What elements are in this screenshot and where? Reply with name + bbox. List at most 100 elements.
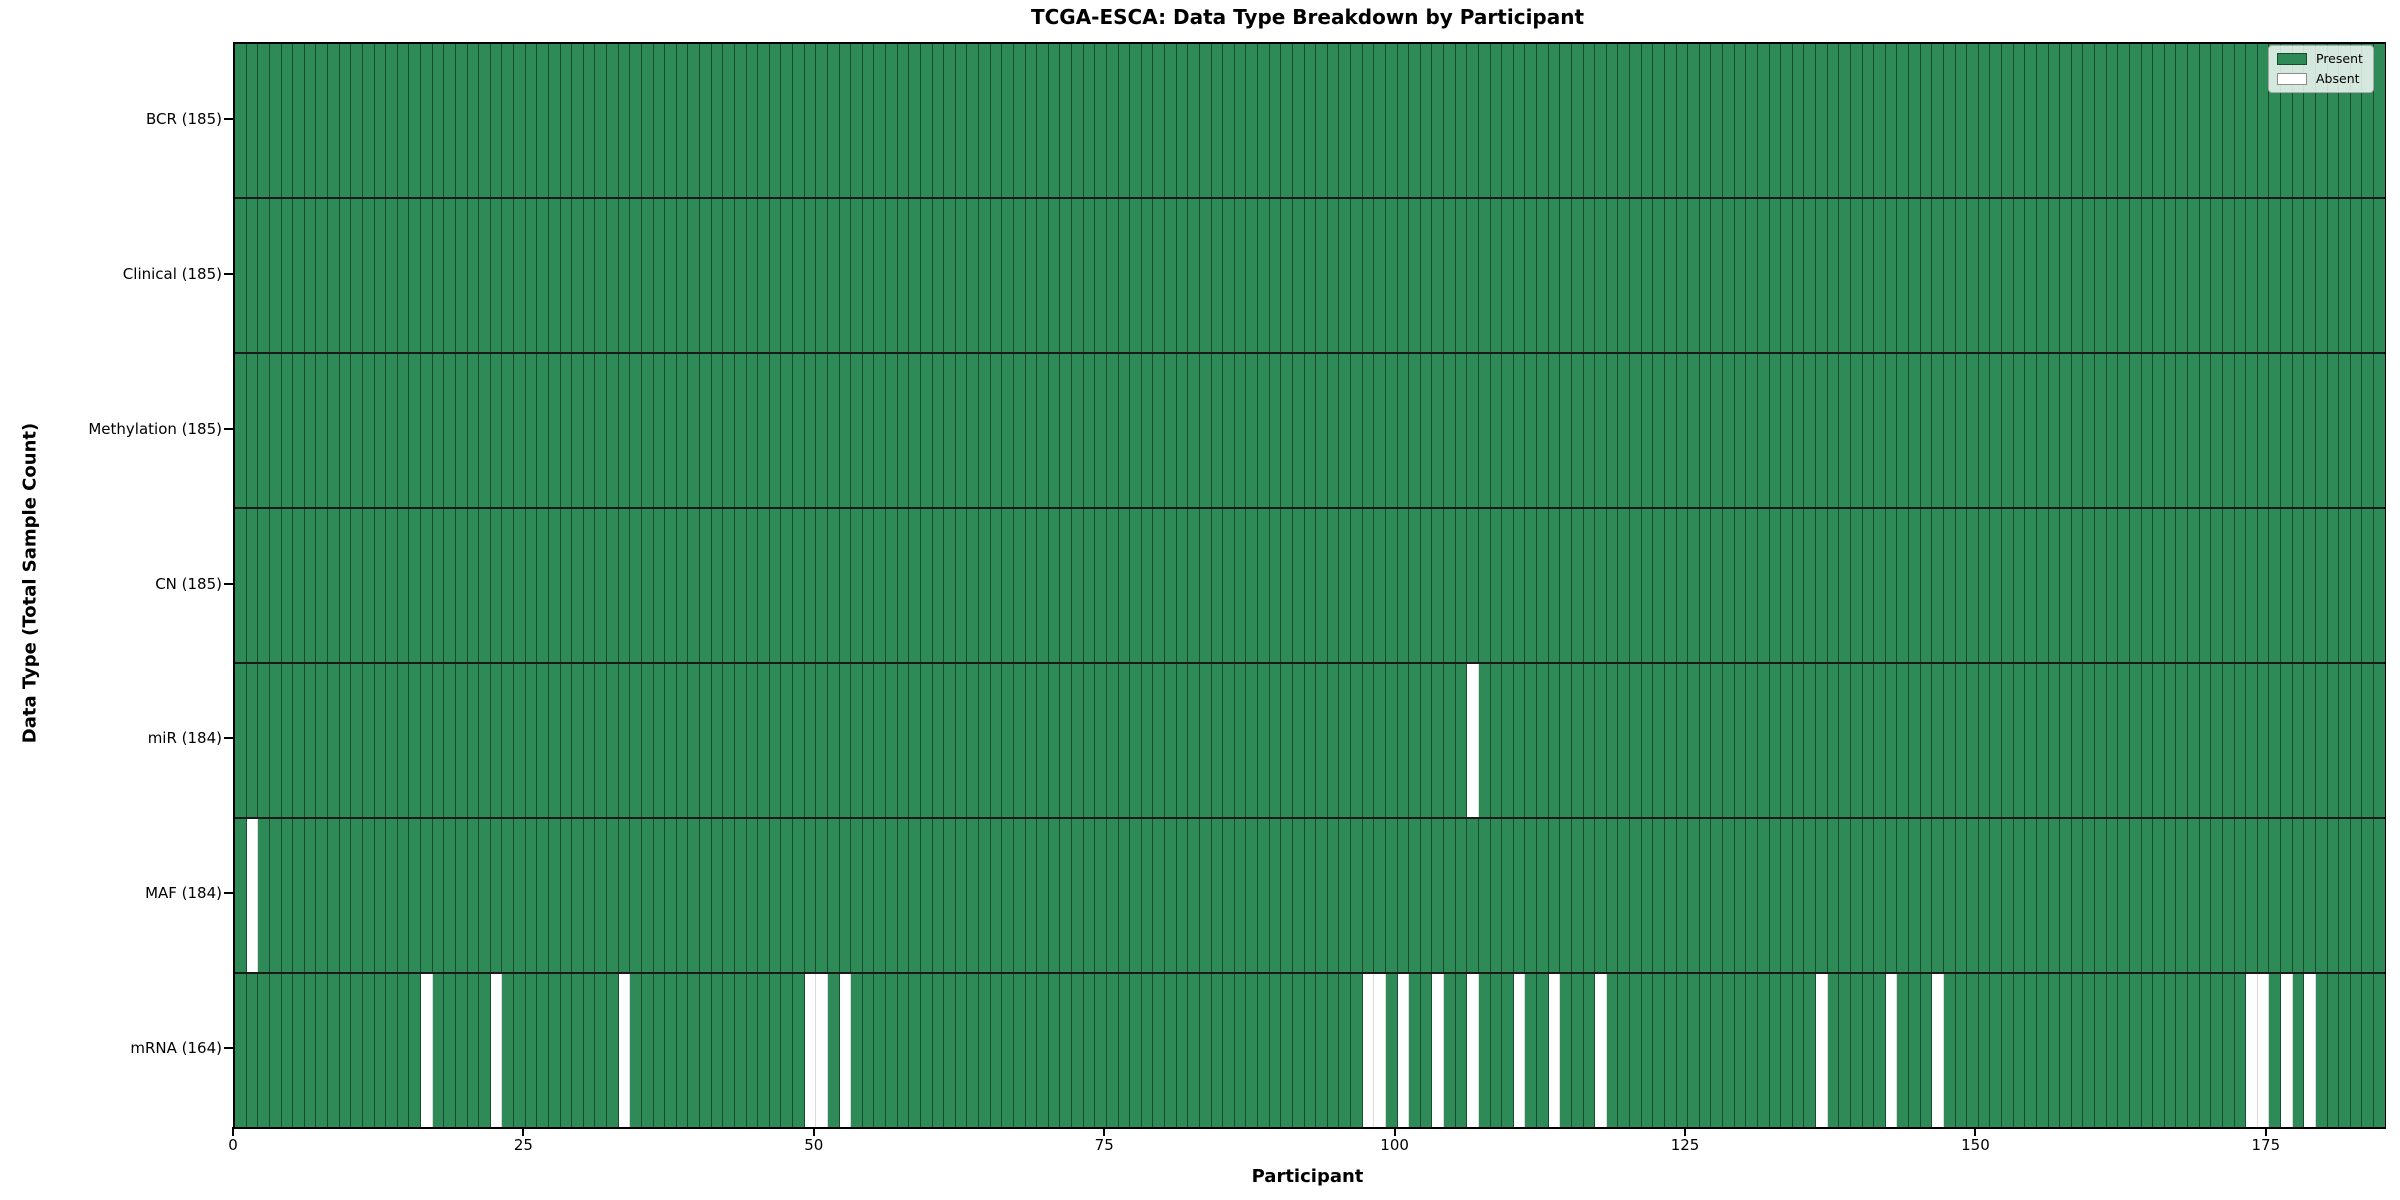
cell — [1839, 354, 1851, 507]
cell — [688, 509, 700, 662]
cell — [2176, 354, 2188, 507]
cell — [1432, 354, 1444, 507]
cell — [1583, 974, 1596, 1127]
cell — [1432, 819, 1444, 972]
cell — [1897, 44, 1909, 197]
cell — [1571, 44, 1584, 197]
cell — [2362, 819, 2374, 972]
cell — [1711, 819, 1723, 972]
cell — [2292, 354, 2305, 507]
cell — [1664, 819, 1677, 972]
cell — [1816, 664, 1828, 817]
cell — [1757, 44, 1770, 197]
cell — [618, 664, 631, 817]
cell — [293, 974, 305, 1127]
cell — [1095, 974, 1107, 1127]
cell — [1571, 354, 1584, 507]
cell — [1955, 509, 1968, 662]
cell — [827, 974, 840, 1127]
cell — [2199, 44, 2212, 197]
cell — [955, 199, 968, 352]
cell — [1862, 509, 1875, 662]
cell — [1316, 509, 1328, 662]
cell — [1676, 819, 1689, 972]
cell — [990, 819, 1003, 972]
cell — [1525, 354, 1537, 507]
cell — [630, 819, 642, 972]
heatmap-row-mrna — [235, 974, 2385, 1127]
cell — [2257, 974, 2270, 1127]
cell — [2269, 819, 2281, 972]
cell — [2304, 509, 2316, 662]
cell — [1560, 354, 1572, 507]
cell — [793, 819, 805, 972]
cell — [258, 199, 270, 352]
cell — [1362, 509, 1375, 662]
cell — [1095, 44, 1107, 197]
cell — [839, 199, 852, 352]
cell — [2083, 819, 2095, 972]
cell — [1223, 819, 1235, 972]
cell — [1351, 509, 1363, 662]
cell — [339, 354, 352, 507]
cell — [548, 354, 561, 507]
cell — [1292, 199, 1305, 352]
cell — [514, 44, 526, 197]
cell — [548, 199, 561, 352]
cell — [537, 354, 549, 507]
cell — [1234, 199, 1247, 352]
cell — [1490, 664, 1503, 817]
cell — [1118, 974, 1131, 1127]
cell — [572, 819, 584, 972]
cell — [1025, 509, 1038, 662]
y-tick-mark — [224, 582, 233, 585]
cell — [1048, 354, 1061, 507]
cell — [932, 354, 945, 507]
legend-entry-present: Present — [2277, 52, 2363, 66]
cell — [1444, 664, 1456, 817]
cell — [1397, 509, 1410, 662]
cell — [560, 819, 573, 972]
cell — [1502, 354, 1514, 507]
cell — [1304, 664, 1317, 817]
cell — [421, 664, 433, 817]
cell — [2350, 199, 2363, 352]
cell — [2048, 44, 2061, 197]
cell — [537, 44, 549, 197]
cell — [1234, 664, 1247, 817]
cell — [1769, 509, 1782, 662]
cell — [1723, 819, 1735, 972]
x-tick-label: 0 — [228, 1136, 238, 1154]
cell — [1699, 354, 1712, 507]
cell — [1455, 354, 1468, 507]
cell — [886, 664, 898, 817]
cell — [897, 974, 910, 1127]
cell — [746, 819, 759, 972]
cell — [1374, 44, 1386, 197]
cell — [1839, 199, 1851, 352]
cell — [2013, 664, 2026, 817]
x-tick-label: 100 — [1380, 1136, 1409, 1154]
cell — [2036, 974, 2049, 1127]
cell — [339, 509, 352, 662]
cell — [1397, 819, 1410, 972]
cell — [2374, 974, 2385, 1127]
cell — [444, 199, 456, 352]
cell — [723, 509, 735, 662]
cell — [1223, 354, 1235, 507]
cell — [444, 664, 456, 817]
cell — [1409, 199, 1421, 352]
cell — [1606, 199, 1619, 352]
cell — [269, 664, 282, 817]
cell — [1223, 974, 1235, 1127]
y-tick-mark — [224, 427, 233, 430]
cell — [2083, 509, 2095, 662]
cell — [2234, 509, 2247, 662]
cell — [2164, 199, 2177, 352]
cell — [793, 354, 805, 507]
cell — [1060, 819, 1072, 972]
cell — [1199, 44, 1212, 197]
cell — [1397, 974, 1410, 1127]
cell — [2013, 974, 2026, 1127]
cell — [2083, 974, 2095, 1127]
